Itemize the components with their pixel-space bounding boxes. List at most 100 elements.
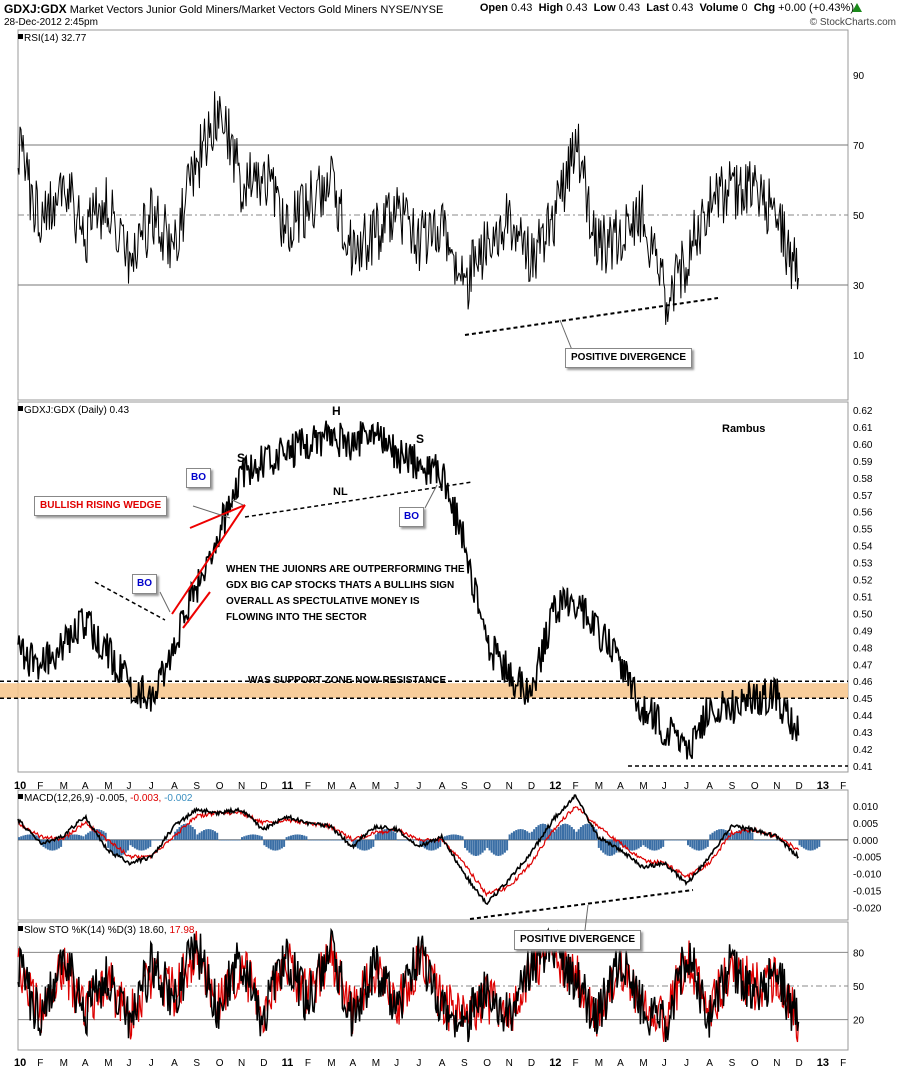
comment-line: OVERALL AS SPECTULATIVE MONEY IS [226, 596, 420, 607]
macd-histogram-bar [312, 839, 315, 841]
price-tick-label: 0.59 [853, 457, 873, 468]
macd-histogram-bar [706, 839, 709, 847]
macd-histogram-bar [75, 834, 78, 840]
shoulder-right-label: S [416, 432, 425, 446]
x-tick-label: D [260, 781, 267, 792]
macd-histogram-bar [35, 835, 38, 840]
macd-histogram-bar [292, 834, 295, 840]
x-tick-label: J [149, 781, 154, 792]
macd-histogram-bar [479, 839, 482, 855]
x-tick-label: O [751, 1058, 759, 1069]
macd-histogram-bar [142, 839, 145, 851]
x-tick-label: A [350, 1058, 357, 1069]
x-tick-label: S [193, 781, 200, 792]
wedge-callout-pointer [192, 505, 231, 519]
bullish-rising-wedge-note: BULLISH RISING WEDGE [34, 496, 168, 516]
macd-histogram-bar [626, 839, 629, 850]
macd-histogram-bar [78, 834, 80, 840]
macd-legend-hist: -0.002 [164, 793, 193, 804]
macd-histogram-bar [229, 839, 232, 841]
x-tick-label: M [60, 1058, 68, 1069]
macd-histogram-bar [657, 839, 660, 850]
breakout-note-1: BO [186, 468, 211, 488]
macd-histogram-bar [537, 825, 540, 840]
macd-histogram-bar [813, 839, 816, 850]
macd-histogram-bar [51, 839, 54, 851]
neckline-label: NL [333, 486, 348, 498]
rsi-tick-label: 90 [853, 71, 865, 82]
macd-histogram-bar [131, 839, 134, 847]
comment-line: FLOWING INTO THE SECTOR [226, 612, 367, 623]
macd-histogram-bar [555, 829, 558, 840]
x-tick-label: N [506, 1058, 513, 1069]
macd-histogram-bar [553, 831, 556, 840]
macd-histogram-bar [280, 839, 283, 849]
macd-histogram-bar [84, 834, 87, 840]
macd-histogram-bar [301, 834, 303, 840]
macd-histogram-bar [604, 839, 607, 855]
wedge-upper-line [171, 504, 246, 615]
x-tick-label: S [193, 1058, 200, 1069]
price-line [17, 420, 800, 760]
x-tick-label: J [149, 1058, 154, 1069]
macd-histogram-bar [64, 836, 67, 840]
macd-histogram-bar [245, 835, 248, 840]
sto-tick-label: 80 [853, 948, 865, 959]
macd-histogram-bar [53, 839, 56, 851]
x-tick-label: 12 [549, 1057, 561, 1069]
x-tick-label: 11 [282, 780, 294, 792]
macd-histogram-bar [736, 831, 738, 840]
x-tick-label: S [729, 781, 736, 792]
macd-histogram-bar [452, 834, 455, 840]
price-tick-label: 0.52 [853, 576, 873, 587]
macd-histogram-bar [548, 826, 551, 840]
x-tick-label: A [350, 781, 357, 792]
macd-histogram-bar [789, 839, 792, 841]
macd-histogram-bar [550, 829, 553, 840]
macd-histogram-bar [321, 839, 324, 841]
sto-k-line [17, 927, 800, 1043]
price-legend-swatch [18, 406, 23, 411]
x-tick-label: N [773, 1058, 780, 1069]
macd-histogram-bar [29, 834, 31, 840]
macd-histogram-bar [298, 834, 301, 840]
macd-histogram-bar [171, 839, 174, 841]
x-tick-label: 10 [14, 1057, 26, 1069]
macd-histogram-bar [154, 839, 156, 841]
macd-tick-label: 0.005 [853, 819, 878, 830]
macd-histogram-bar [533, 829, 536, 840]
x-tick-label: D [796, 1058, 803, 1069]
macd-histogram-bar [486, 839, 489, 848]
macd-histogram-bar [584, 824, 587, 840]
macd-histogram-bar [379, 831, 382, 840]
neckline [244, 481, 473, 518]
rsi-tick-label: 10 [853, 351, 865, 362]
macd-histogram-bar [138, 839, 141, 851]
price-tick-label: 0.55 [853, 525, 873, 536]
macd-histogram-bar [541, 823, 544, 840]
macd-histogram-bar [517, 829, 520, 840]
rsi-legend-swatch [18, 34, 23, 39]
x-tick-label: D [796, 781, 803, 792]
stockcharts-brand: © StockCharts.com [809, 17, 896, 28]
macd-divergence-line [469, 889, 694, 920]
macd-histogram-bar [530, 831, 533, 840]
macd-histogram-bar [370, 839, 373, 849]
macd-histogram-bar [488, 839, 491, 851]
x-tick-label: F [37, 781, 43, 792]
macd-histogram-bar [497, 839, 500, 857]
macd-tick-label: -0.015 [853, 886, 882, 897]
macd-histogram-bar [352, 839, 355, 846]
price-tick-label: 0.48 [853, 643, 873, 654]
macd-histogram-bar [726, 831, 729, 840]
macd-histogram-bar [762, 839, 765, 841]
macd-histogram-bar [758, 839, 761, 841]
macd-histogram-bar [495, 839, 498, 856]
x-tick-label: A [82, 1058, 89, 1069]
macd-histogram-bar [401, 839, 404, 841]
macd-histogram-bar [682, 839, 685, 841]
macd-histogram-bar [193, 829, 196, 840]
sto-legend-k: 18.60, [139, 925, 170, 936]
macd-histogram-bar [93, 829, 96, 840]
macd-legend-swatch [18, 794, 23, 799]
